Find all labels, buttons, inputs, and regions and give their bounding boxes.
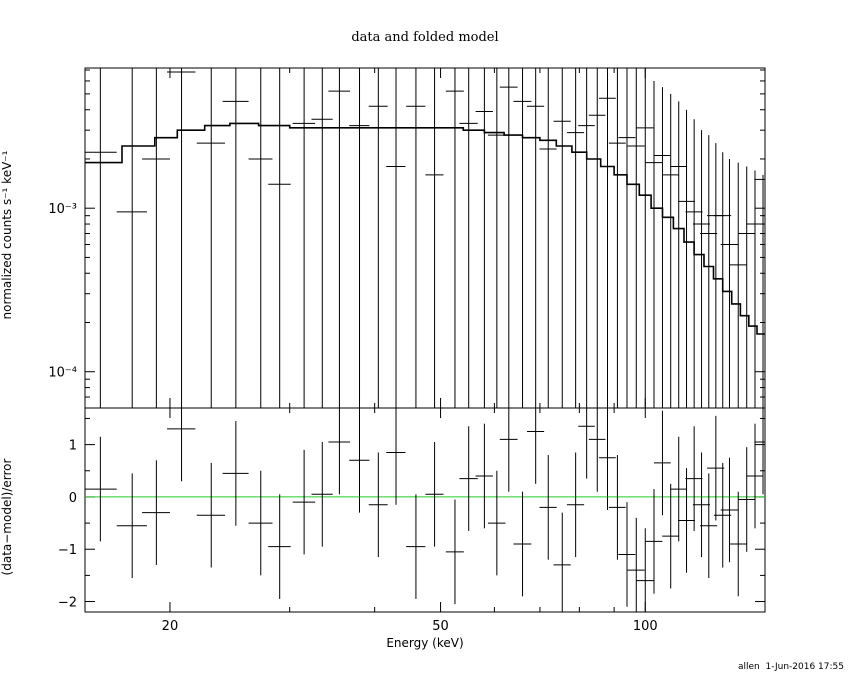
x-tick-label: 50 bbox=[432, 619, 449, 634]
footer-timestamp: 1-Jun-2016 17:55 bbox=[765, 662, 845, 672]
footer-user: allen bbox=[738, 662, 760, 672]
residuals-frame bbox=[84, 407, 766, 613]
chart-title: data and folded model bbox=[351, 30, 499, 45]
y-tick-label: 10⁻³ bbox=[48, 202, 77, 217]
x-tick-label: 100 bbox=[633, 619, 658, 634]
model-step-line bbox=[85, 122, 765, 335]
y-tick-label: 0 bbox=[69, 491, 77, 506]
y-tick-label: 1 bbox=[69, 439, 77, 454]
y-tick-label: −1 bbox=[58, 543, 77, 558]
x-tick-label: 20 bbox=[162, 619, 179, 634]
footer-stamp: allen 1-Jun-2016 17:55 bbox=[738, 662, 844, 672]
lower-y-axis-label: (data−model)/error bbox=[0, 458, 14, 576]
upper-y-axis-label: normalized counts s⁻¹ keV⁻¹ bbox=[0, 150, 14, 320]
x-axis-label: Energy (keV) bbox=[386, 636, 464, 650]
y-tick-label: −2 bbox=[58, 596, 77, 611]
spectrum-frame bbox=[84, 67, 766, 409]
y-tick-label: 10⁻⁴ bbox=[48, 366, 77, 381]
